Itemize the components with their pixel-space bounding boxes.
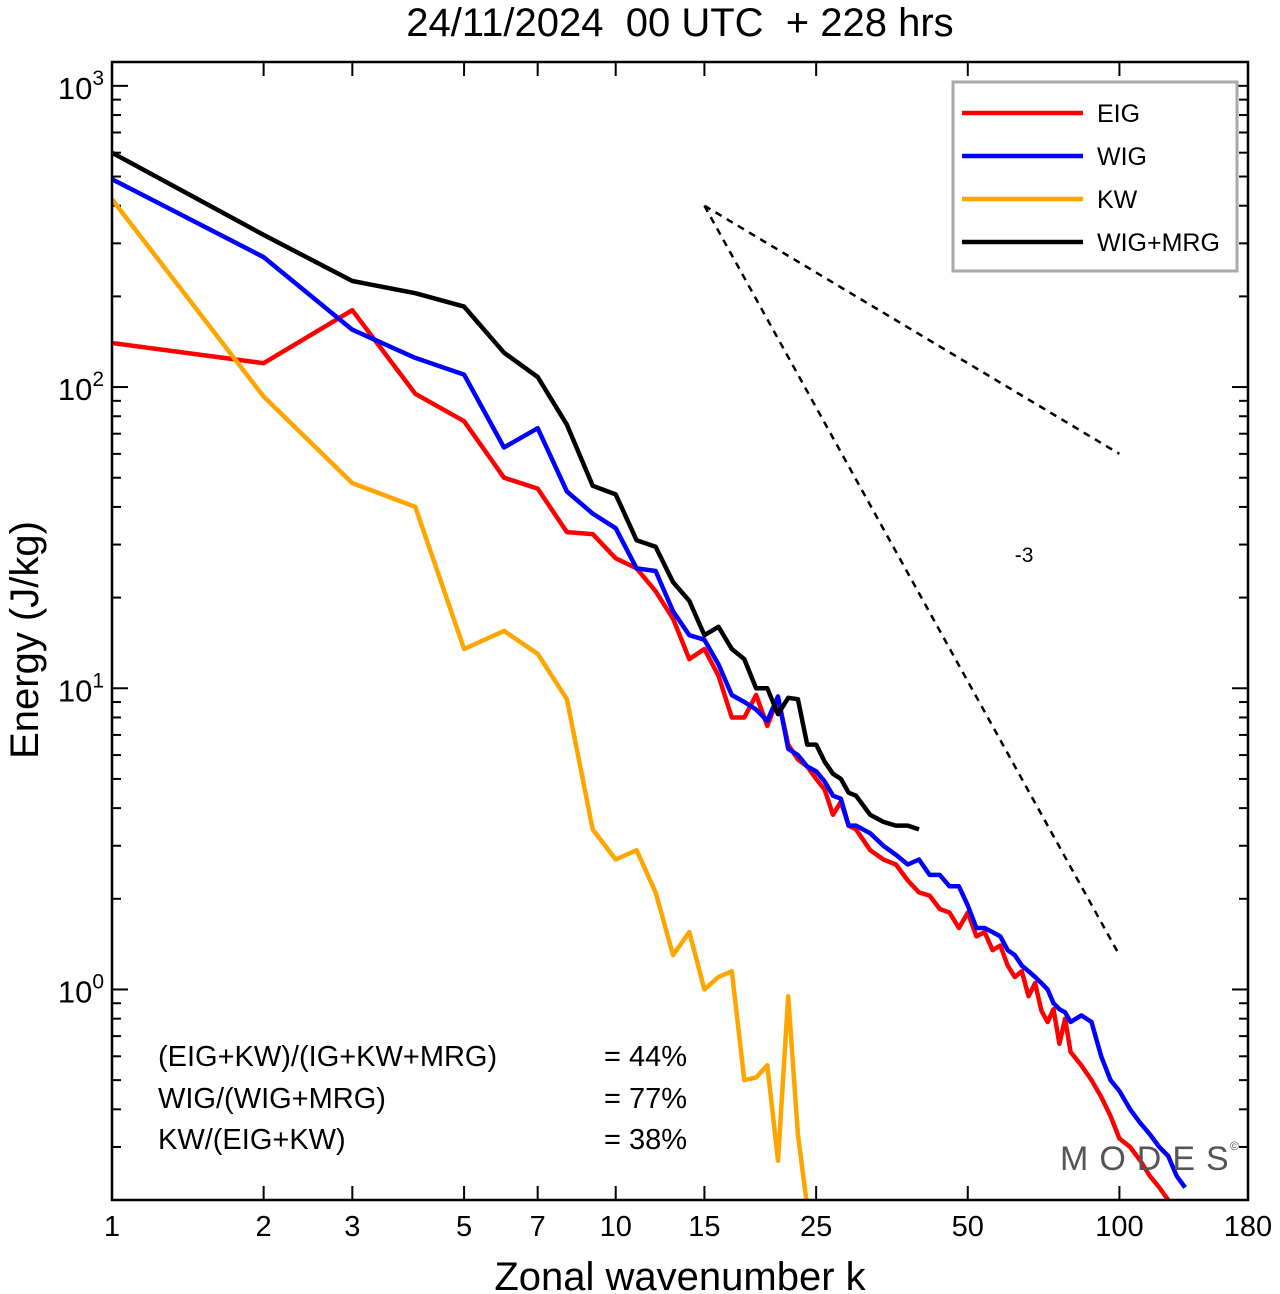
- x-tick-label: 25: [800, 1211, 832, 1243]
- x-tick-label: 2: [256, 1211, 272, 1243]
- series-line-wig-mrg: [112, 150, 920, 832]
- ratio-value-kw: = 38%: [604, 1124, 687, 1156]
- x-tick-label: 15: [688, 1211, 720, 1243]
- y-axis-label: Energy (J/kg): [3, 521, 47, 759]
- ratio-annotations: (EIG+KW)/(IG+KW+MRG) = 44% WIG/(WIG+MRG)…: [158, 1041, 687, 1156]
- x-tick-label: 5: [456, 1211, 472, 1243]
- ratio-value-wig: = 77%: [604, 1083, 687, 1115]
- series-line-eig: [112, 307, 1171, 1200]
- x-tick-label: 50: [952, 1211, 984, 1243]
- legend: EIG WIG KW WIG+MRG: [951, 80, 1239, 273]
- plot-frame: [110, 60, 1250, 1202]
- chart-title: 24/11/2024 00 UTC + 228 hrs: [406, 1, 953, 45]
- legend-label: WIG+MRG: [1097, 229, 1220, 257]
- y-tick-label: 101: [58, 669, 104, 708]
- modes-watermark: MODES: [1060, 1140, 1240, 1178]
- x-tick-label: 180: [1224, 1211, 1272, 1243]
- y-tick-label: 100: [58, 970, 104, 1009]
- series-line-wig: [112, 177, 1187, 1189]
- reference-slope-line: [703, 204, 1121, 455]
- y-tick-label: 103: [58, 67, 104, 106]
- x-tick-label: 10: [600, 1211, 632, 1243]
- series-line-kw: [112, 197, 809, 1200]
- copyright-mark: ©: [1230, 1139, 1239, 1153]
- ratio-value-eig-kw: = 44%: [604, 1041, 687, 1073]
- ratio-label-kw: KW/(EIG+KW): [158, 1124, 346, 1156]
- legend-label: KW: [1097, 186, 1138, 214]
- x-tick-label: 100: [1095, 1211, 1143, 1243]
- x-tick-label: 7: [530, 1211, 546, 1243]
- ratio-label-eig-kw: (EIG+KW)/(IG+KW+MRG): [158, 1041, 497, 1073]
- reference-slope-label: -3: [1015, 544, 1034, 567]
- reference-slopes: -5/3-3: [703, 204, 1121, 956]
- x-tick-label: 1: [104, 1211, 120, 1243]
- reference-slope-line: [703, 205, 1121, 956]
- x-axis-label: Zonal wavenumber k: [494, 1255, 866, 1294]
- legend-label: EIG: [1097, 100, 1140, 128]
- series-lines: [112, 150, 1187, 1200]
- x-tick-label: 3: [344, 1211, 360, 1243]
- legend-label: WIG: [1097, 143, 1147, 171]
- y-tick-label: 102: [58, 368, 104, 407]
- ratio-label-wig: WIG/(WIG+MRG): [158, 1083, 386, 1115]
- axis-tick-labels: 1 2 3 5 7 10 15 25 50 100 180 100 101 102 103: [58, 67, 1272, 1243]
